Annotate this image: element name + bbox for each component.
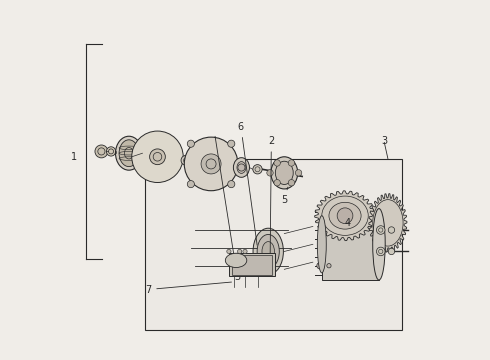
Circle shape [227,249,231,253]
Circle shape [181,156,191,165]
Circle shape [132,131,183,183]
Polygon shape [369,194,407,252]
Text: 3: 3 [215,136,241,282]
Circle shape [243,249,247,253]
Ellipse shape [119,140,139,167]
Polygon shape [150,163,163,176]
Circle shape [388,227,394,233]
Circle shape [238,249,242,253]
Ellipse shape [262,242,274,261]
Ellipse shape [225,253,247,267]
Circle shape [295,170,302,176]
Circle shape [288,160,294,166]
Polygon shape [167,151,179,162]
Ellipse shape [329,202,361,229]
Polygon shape [150,138,163,150]
Circle shape [201,154,221,174]
Circle shape [253,165,262,174]
Text: 6: 6 [238,122,257,245]
Ellipse shape [257,234,279,269]
Bar [232,255,272,275]
Circle shape [288,180,294,186]
Text: 4: 4 [345,219,351,229]
Polygon shape [162,144,177,157]
Ellipse shape [253,228,283,275]
Circle shape [327,264,331,268]
Circle shape [376,247,385,256]
Text: 1: 1 [71,152,76,162]
Circle shape [337,208,353,224]
Ellipse shape [116,136,142,170]
Circle shape [149,149,165,165]
Text: 5: 5 [281,187,288,205]
Circle shape [376,226,385,234]
Circle shape [187,140,195,147]
Bar [229,253,275,276]
Ellipse shape [271,157,298,189]
Circle shape [267,170,273,176]
Circle shape [228,140,235,147]
Circle shape [106,147,116,156]
Circle shape [274,160,280,166]
Ellipse shape [237,162,246,174]
Text: 7: 7 [145,282,231,294]
Polygon shape [136,154,151,165]
Circle shape [95,145,108,158]
Polygon shape [155,161,170,175]
Circle shape [228,181,235,188]
Text: 3: 3 [381,136,388,146]
Text: 2: 2 [268,136,274,268]
Circle shape [317,262,323,269]
Ellipse shape [318,216,326,273]
Circle shape [187,181,195,188]
Circle shape [388,248,394,255]
Polygon shape [141,159,156,172]
Polygon shape [162,156,177,169]
Ellipse shape [275,161,293,184]
Ellipse shape [233,158,249,177]
Bar [145,158,402,330]
Polygon shape [141,141,156,155]
Polygon shape [155,139,170,152]
Polygon shape [136,149,151,160]
Polygon shape [315,191,375,240]
Circle shape [274,180,280,186]
Ellipse shape [373,208,385,280]
Bar [322,208,379,280]
Circle shape [184,137,238,191]
